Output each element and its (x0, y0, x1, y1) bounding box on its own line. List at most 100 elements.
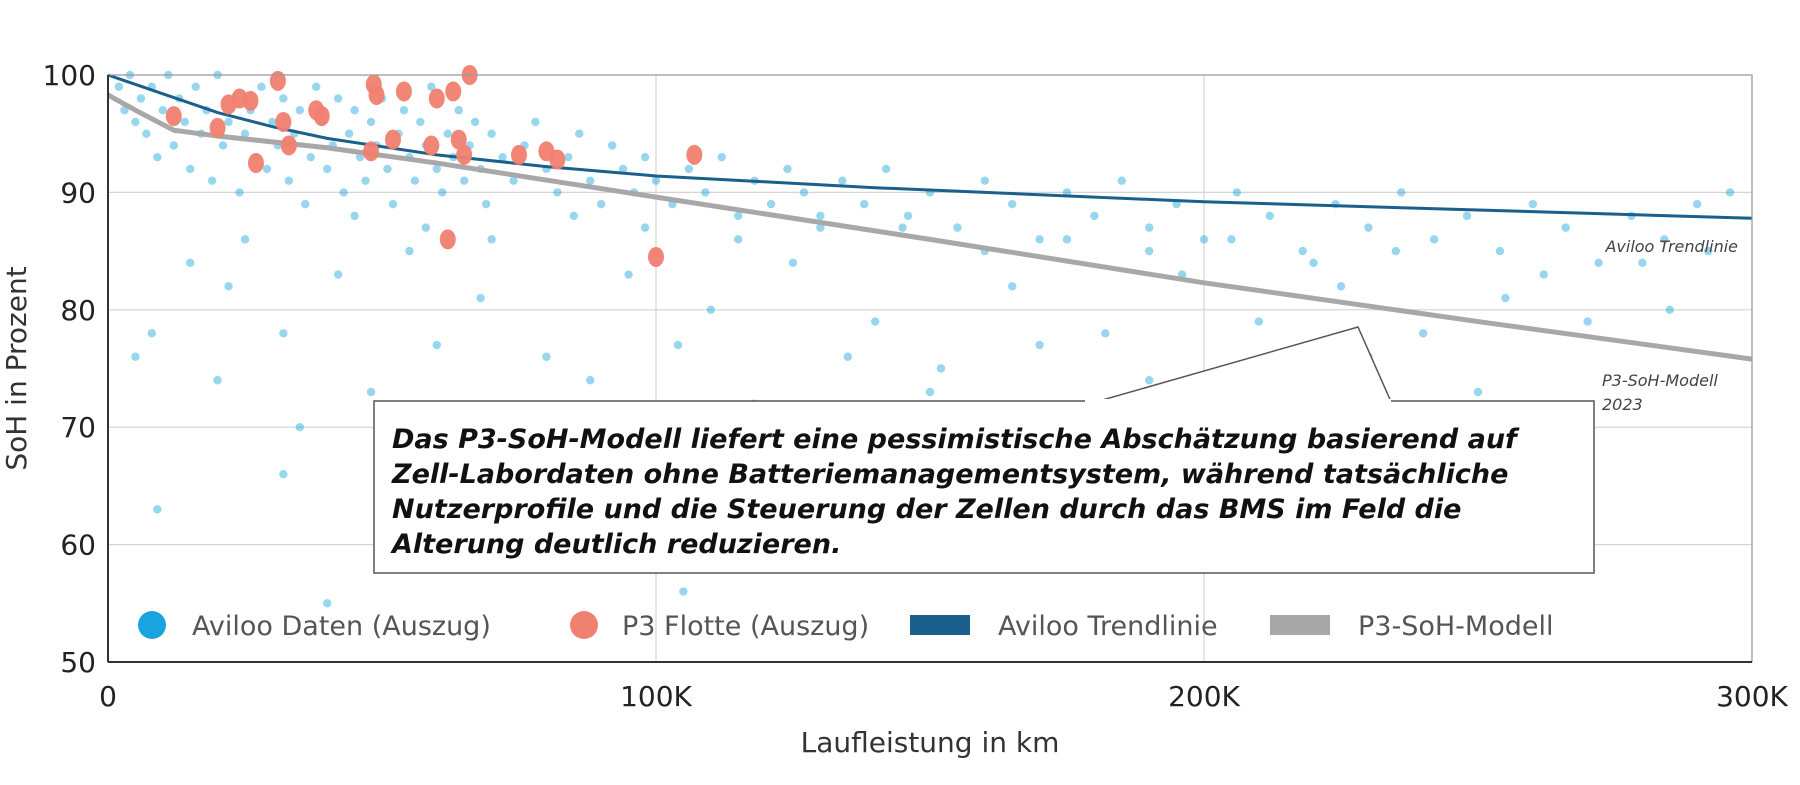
p3-fleet-point (384, 129, 401, 150)
p3-fleet-point (456, 144, 473, 165)
legend-marker-aviloo-trend (910, 615, 970, 635)
aviloo-data-point (1501, 293, 1510, 303)
aviloo-data-point (953, 223, 962, 232)
callout-box (373, 400, 1595, 574)
x-axis-title: Laufleistung in km (801, 726, 1060, 759)
aviloo-data-point (207, 176, 217, 185)
aviloo-data-point (240, 235, 250, 244)
aviloo-data-point (1473, 387, 1483, 397)
p3-fleet-point (428, 88, 445, 109)
aviloo-data-point (936, 364, 946, 373)
p3-fleet-point (313, 106, 330, 127)
aviloo-data-point (1364, 223, 1373, 232)
callout-text-line: Zell-Labordaten ohne Batteriemanagements… (391, 459, 1508, 490)
aviloo-data-point (542, 352, 551, 361)
aviloo-data-point (734, 211, 743, 221)
aviloo-data-point (191, 82, 200, 91)
aviloo-data-point (586, 376, 595, 385)
aviloo-trend-line (107, 73, 1753, 220)
series-p3-points (165, 65, 703, 267)
aviloo-data-point (1062, 235, 1072, 244)
aviloo-data-point (788, 258, 798, 268)
legend-label-p3-fleet: P3 Flotte (Auszug) (622, 611, 869, 642)
p3-soh-model-line (106, 92, 1753, 362)
legend-marker-p3-model (1270, 615, 1330, 635)
aviloo-data-point (443, 129, 452, 138)
aviloo-data-point (1035, 235, 1044, 244)
x-tick-label: 0 (99, 680, 117, 713)
p3-fleet-point (269, 70, 286, 91)
aviloo-data-point (268, 117, 277, 127)
aviloo-data-point (618, 164, 628, 174)
aviloo-data-point (131, 117, 140, 127)
aviloo-data-point (333, 270, 343, 279)
aviloo-data-point (816, 211, 825, 221)
aviloo-data-point (531, 117, 540, 127)
p3-fleet-point (549, 149, 566, 170)
aviloo-data-point (1008, 282, 1017, 291)
aviloo-data-point (339, 188, 348, 197)
aviloo-data-point (783, 164, 792, 174)
aviloo-data-point (898, 223, 907, 232)
aviloo-data-point (1528, 199, 1538, 209)
p3-fleet-point (511, 144, 527, 165)
aviloo-data-point (1145, 246, 1154, 256)
aviloo-data-point (235, 188, 244, 197)
aviloo-data-point (240, 129, 250, 138)
aviloo-data-point (766, 199, 776, 209)
aviloo-data-point (860, 199, 869, 209)
aviloo-data-point (312, 82, 321, 91)
aviloo-data-point (586, 176, 595, 185)
aviloo-data-point (640, 152, 650, 162)
aviloo-data-point (1265, 211, 1274, 221)
callout-text-line: Nutzerprofile und die Steuerung der Zell… (392, 494, 1461, 525)
aviloo-data-point (470, 117, 480, 127)
aviloo-data-point (734, 235, 743, 244)
aviloo-data-point (624, 270, 633, 279)
aviloo-data-point (673, 340, 683, 350)
aviloo-data-point (1693, 199, 1702, 209)
aviloo-data-point (421, 223, 431, 232)
aviloo-data-point (279, 94, 288, 103)
y-tick-label: 60 (60, 529, 96, 562)
y-tick-label: 100 (43, 59, 96, 92)
aviloo-data-point (454, 106, 463, 115)
aviloo-data-point (323, 599, 332, 608)
aviloo-data-point (147, 329, 157, 338)
aviloo-data-point (1336, 282, 1346, 291)
y-tick-label: 50 (60, 646, 96, 679)
aviloo-trend-line-label: Aviloo Trendlinie (1604, 237, 1738, 256)
aviloo-data-point (1090, 211, 1099, 221)
p3-fleet-point (209, 117, 226, 138)
aviloo-data-point (1419, 329, 1428, 338)
aviloo-data-point (388, 199, 398, 209)
aviloo-data-point (1145, 223, 1154, 232)
p3-fleet-point (423, 135, 440, 156)
aviloo-data-point (871, 317, 880, 326)
aviloo-data-point (136, 94, 146, 103)
p3-fleet-point (242, 90, 259, 111)
aviloo-data-point (1391, 246, 1401, 256)
aviloo-data-point (1232, 188, 1242, 197)
aviloo-data-point (153, 505, 162, 514)
aviloo-data-point (701, 188, 710, 197)
aviloo-data-point (295, 423, 304, 432)
legend-marker-p3-fleet (570, 611, 598, 639)
p3-fleet-point (247, 153, 264, 174)
p3-soh-model-line-label: P3-SoH-Modell (1602, 371, 1718, 390)
aviloo-data-point (1254, 317, 1264, 326)
legend: Aviloo Daten (Auszug) P3 Flotte (Auszug) A… (138, 611, 1553, 642)
aviloo-data-point (218, 141, 228, 150)
aviloo-data-point (1660, 235, 1669, 244)
aviloo-data-point (295, 106, 304, 115)
aviloo-data-point (399, 106, 409, 115)
aviloo-data-point (224, 282, 233, 291)
aviloo-data-point (427, 82, 436, 91)
aviloo-data-point (881, 164, 891, 174)
aviloo-data-point (366, 387, 376, 397)
aviloo-data-point (410, 176, 420, 185)
plot-area (108, 75, 1752, 662)
aviloo-data-point (1462, 211, 1472, 221)
